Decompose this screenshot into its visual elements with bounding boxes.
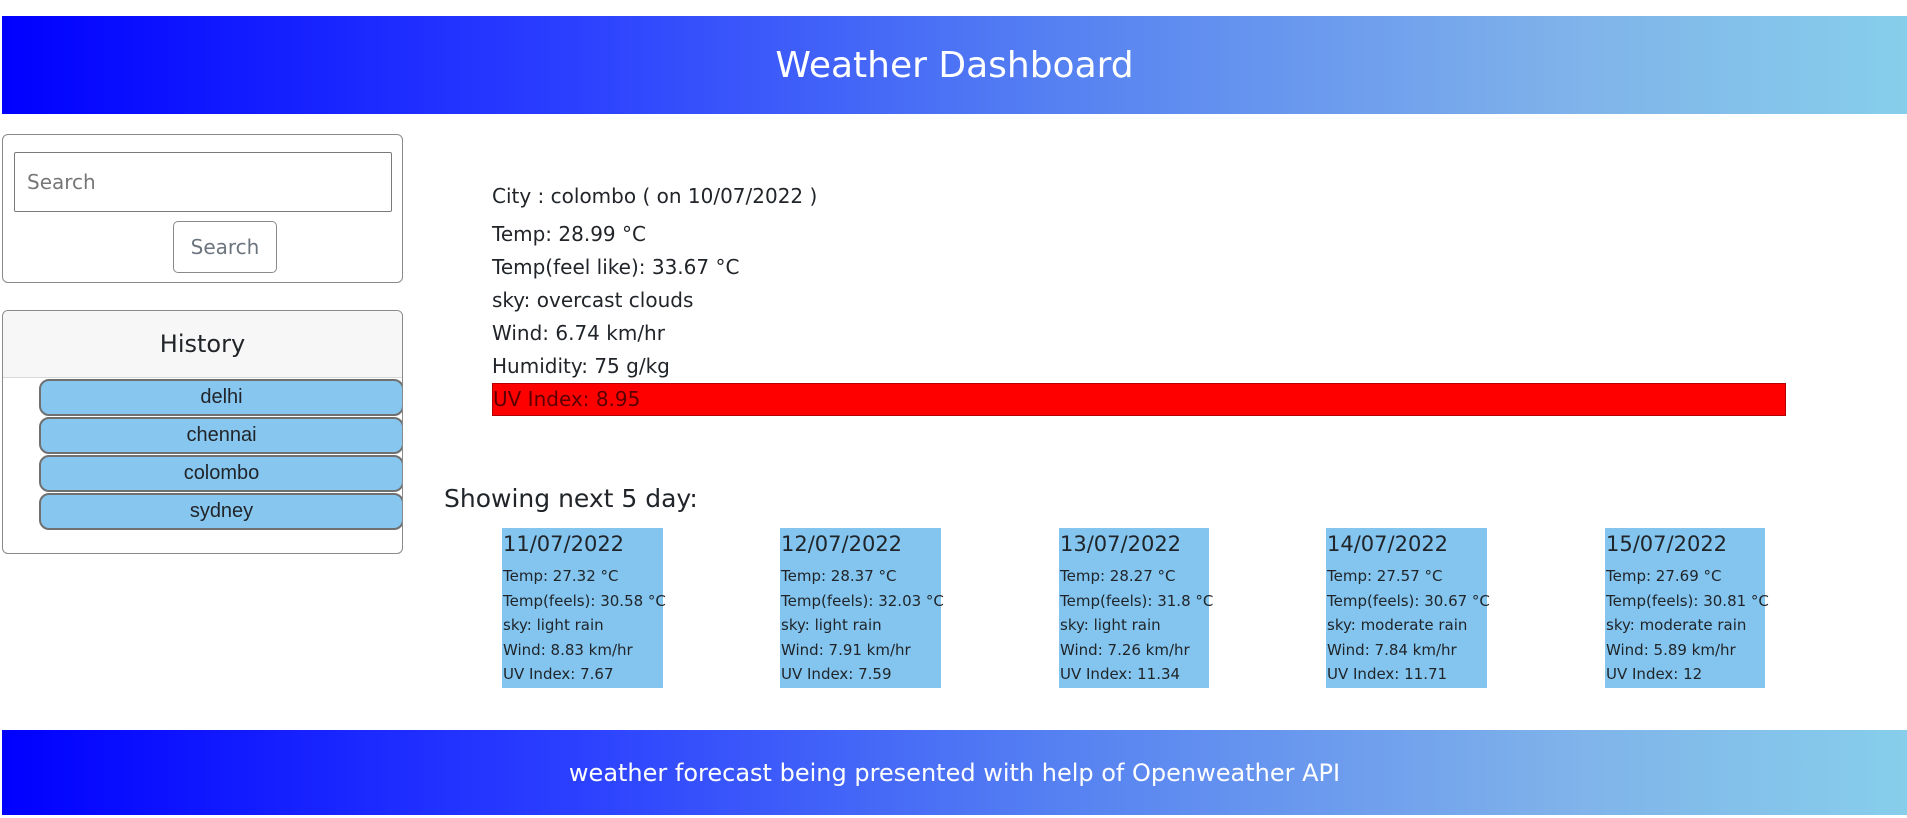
forecast-feels: Temp(feels): 30.58 °C <box>503 591 666 610</box>
forecast-wind: Wind: 7.26 km/hr <box>1060 640 1190 659</box>
forecast-sky: sky: light rain <box>503 616 604 634</box>
search-input[interactable] <box>14 152 392 212</box>
forecast-feels: Temp(feels): 31.8 °C <box>1060 591 1214 610</box>
forecast-uv: UV Index: 7.67 <box>503 665 614 683</box>
forecast-date: 13/07/2022 <box>1060 532 1182 556</box>
history-panel: History delhi chennai colombo sydney <box>2 310 403 554</box>
history-item-sydney[interactable]: sydney <box>39 493 402 530</box>
forecast-temp: Temp: 28.37 °C <box>781 567 897 585</box>
history-title: History <box>3 311 402 378</box>
current-sky: sky: overcast clouds <box>492 288 694 312</box>
forecast-sky: sky: moderate rain <box>1606 616 1747 634</box>
search-button[interactable]: Search <box>173 221 277 273</box>
forecast-uv: UV Index: 7.59 <box>781 665 892 683</box>
history-item-chennai[interactable]: chennai <box>39 417 402 454</box>
page-footer: weather forecast being presented with he… <box>2 730 1907 815</box>
forecast-sky: sky: light rain <box>1060 616 1161 634</box>
history-list: delhi chennai colombo sydney <box>39 379 402 531</box>
forecast-uv: UV Index: 11.34 <box>1060 665 1181 683</box>
forecast-sky: sky: light rain <box>781 616 882 634</box>
forecast-uv: UV Index: 11.71 <box>1327 665 1448 683</box>
forecast-wind: Wind: 5.89 km/hr <box>1606 640 1736 659</box>
forecast-feels: Temp(feels): 30.67 °C <box>1327 591 1490 610</box>
forecast-card-day-5: 15/07/2022 Temp: 27.69 °C Temp(feels): 3… <box>1605 528 1769 688</box>
forecast-date: 15/07/2022 <box>1606 532 1728 556</box>
forecast-wind: Wind: 7.84 km/hr <box>1327 640 1457 659</box>
forecast-heading: Showing next 5 day: <box>444 484 698 513</box>
current-feels-like: Temp(feel like): 33.67 °C <box>492 255 740 279</box>
history-item-delhi[interactable]: delhi <box>39 379 402 416</box>
forecast-temp: Temp: 27.32 °C <box>503 567 619 585</box>
forecast-card-day-1: 11/07/2022 Temp: 27.32 °C Temp(feels): 3… <box>502 528 666 688</box>
current-wind: Wind: 6.74 km/hr <box>492 321 665 345</box>
forecast-sky: sky: moderate rain <box>1327 616 1468 634</box>
forecast-card-day-3: 13/07/2022 Temp: 28.27 °C Temp(feels): 3… <box>1059 528 1214 688</box>
page-title: Weather Dashboard <box>775 44 1134 86</box>
current-temp: Temp: 28.99 °C <box>492 222 646 246</box>
page-header: Weather Dashboard <box>2 16 1907 114</box>
current-uv-index: UV Index: 8.95 <box>492 383 1786 416</box>
current-weather: City : colombo ( on 10/07/2022 ) Temp: 2… <box>492 178 1786 416</box>
forecast-feels: Temp(feels): 30.81 °C <box>1606 591 1769 610</box>
forecast-feels: Temp(feels): 32.03 °C <box>781 591 944 610</box>
forecast-temp: Temp: 27.57 °C <box>1327 567 1443 585</box>
forecast-uv: UV Index: 12 <box>1606 665 1703 683</box>
history-item-colombo[interactable]: colombo <box>39 455 402 492</box>
forecast-date: 14/07/2022 <box>1327 532 1449 556</box>
current-humidity: Humidity: 75 g/kg <box>492 354 670 378</box>
forecast-wind: Wind: 7.91 km/hr <box>781 640 911 659</box>
forecast-date: 12/07/2022 <box>781 532 903 556</box>
forecast-card-day-4: 14/07/2022 Temp: 27.57 °C Temp(feels): 3… <box>1326 528 1490 688</box>
search-panel: Search <box>2 134 403 283</box>
forecast-temp: Temp: 28.27 °C <box>1060 567 1176 585</box>
forecast-date: 11/07/2022 <box>503 532 625 556</box>
forecast-wind: Wind: 8.83 km/hr <box>503 640 633 659</box>
footer-text: weather forecast being presented with he… <box>568 758 1341 787</box>
forecast-card-day-2: 12/07/2022 Temp: 28.37 °C Temp(feels): 3… <box>780 528 944 688</box>
current-city-line: City : colombo ( on 10/07/2022 ) <box>492 184 818 208</box>
forecast-temp: Temp: 27.69 °C <box>1606 567 1722 585</box>
